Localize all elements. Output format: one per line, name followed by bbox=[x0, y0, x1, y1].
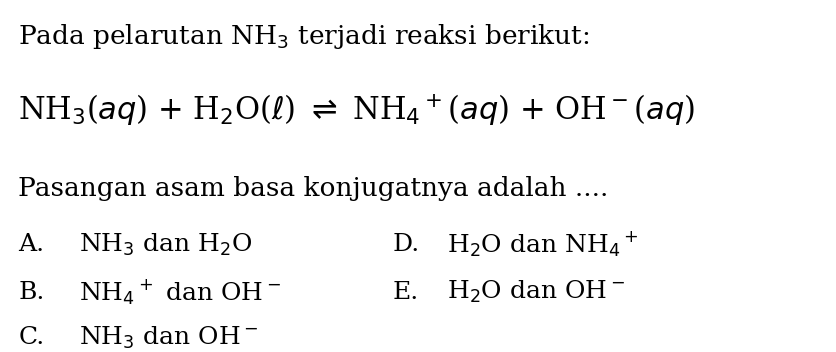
Text: NH$_3$ dan H$_2$O: NH$_3$ dan H$_2$O bbox=[79, 232, 253, 258]
Text: D.: D. bbox=[393, 233, 421, 256]
Text: A.: A. bbox=[18, 233, 44, 256]
Text: NH$_3$($aq$) + H$_2$O($\ell$) $\rightleftharpoons$ NH$_4$$^+$($aq$) + OH$^-$($aq: NH$_3$($aq$) + H$_2$O($\ell$) $\rightlef… bbox=[18, 93, 696, 128]
Text: B.: B. bbox=[18, 281, 45, 304]
Text: H$_2$O dan OH$^-$: H$_2$O dan OH$^-$ bbox=[447, 279, 625, 305]
Text: C.: C. bbox=[18, 326, 44, 350]
Text: NH$_3$ dan OH$^-$: NH$_3$ dan OH$^-$ bbox=[79, 325, 259, 351]
Text: E.: E. bbox=[393, 281, 419, 304]
Text: H$_2$O dan NH$_4$$^+$: H$_2$O dan NH$_4$$^+$ bbox=[447, 230, 639, 259]
Text: NH$_4$$^+$ dan OH$^-$: NH$_4$$^+$ dan OH$^-$ bbox=[79, 278, 281, 307]
Text: Pasangan asam basa konjugatnya adalah ....: Pasangan asam basa konjugatnya adalah ..… bbox=[18, 176, 609, 201]
Text: Pada pelarutan NH$_3$ terjadi reaksi berikut:: Pada pelarutan NH$_3$ terjadi reaksi ber… bbox=[18, 23, 590, 51]
